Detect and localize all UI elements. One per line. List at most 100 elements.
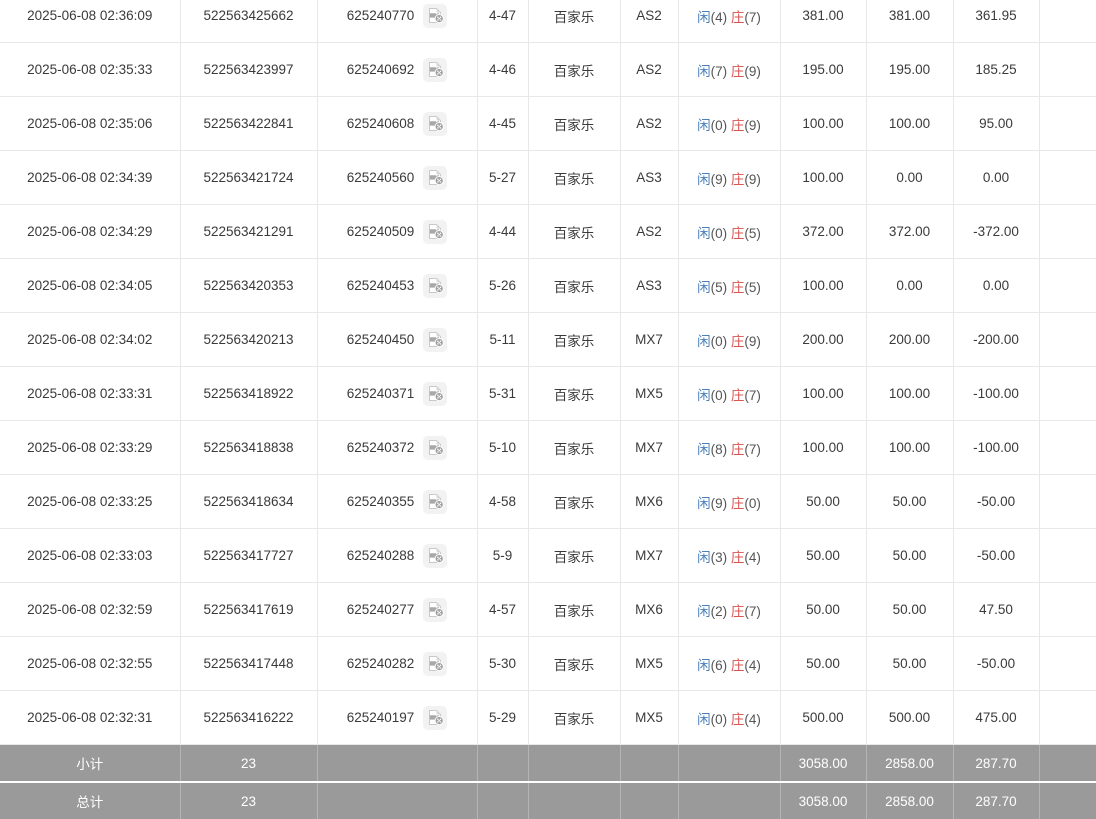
cell-game-name: 百家乐: [528, 474, 621, 529]
cell-extra: [1039, 204, 1096, 259]
cell-extra: [1039, 474, 1096, 529]
cell-game-name: 百家乐: [528, 582, 621, 637]
round-number-text: 625240560: [346, 170, 415, 185]
cell-game-name: 百家乐: [528, 312, 621, 367]
cell-round-number: 625240277: [317, 582, 478, 637]
replay-video-icon[interactable]: [423, 165, 448, 190]
result-banker-label: 庄: [730, 117, 745, 133]
table-row: 2025-06-08 02:32:31 522563416222 625240197…: [0, 690, 1096, 745]
cell-round-number: 625240453: [317, 258, 478, 313]
cell-valid-bet: 195.00: [866, 42, 954, 97]
cell-venue-code: AS3: [620, 150, 679, 205]
cell-game-result: 闲(3) 庄(4): [678, 528, 781, 583]
cell-bet-time: 2025-06-08 02:34:39: [0, 150, 181, 205]
cell-win-loss: -372.00: [953, 204, 1040, 259]
cell-table-number: 4-46: [477, 42, 529, 97]
replay-video-icon[interactable]: [423, 57, 448, 82]
round-number-text: 625240453: [346, 278, 415, 293]
cell-table-number: 5-26: [477, 258, 529, 313]
cell-game-result: 闲(9) 庄(0): [678, 474, 781, 529]
cell-round-number: 625240282: [317, 636, 478, 691]
round-number-text: 625240288: [346, 548, 415, 563]
cell-bet-id: 522563425662: [180, 0, 318, 43]
cell-bet-time: 2025-06-08 02:33:31: [0, 366, 181, 421]
result-player-score: (2): [710, 603, 728, 619]
result-banker-score: (7): [744, 441, 761, 457]
cell-bet-amount: 50.00: [780, 474, 867, 529]
subtotal-table: [477, 744, 529, 783]
result-banker-label: 庄: [730, 9, 745, 25]
cell-valid-bet: 50.00: [866, 636, 954, 691]
round-number-text: 625240282: [346, 656, 415, 671]
replay-video-icon[interactable]: [423, 327, 448, 352]
result-banker-label: 庄: [730, 549, 745, 565]
cell-game-result: 闲(5) 庄(5): [678, 258, 781, 313]
cell-bet-time: 2025-06-08 02:32:55: [0, 636, 181, 691]
cell-round-number: 625240355: [317, 474, 478, 529]
cell-table-number: 4-44: [477, 204, 529, 259]
replay-video-icon[interactable]: [423, 705, 448, 730]
result-banker-label: 庄: [730, 333, 745, 349]
cell-bet-amount: 195.00: [780, 42, 867, 97]
result-banker-label: 庄: [730, 387, 745, 403]
result-player-score: (0): [710, 387, 728, 403]
cell-bet-amount: 100.00: [780, 150, 867, 205]
result-player-score: (0): [710, 117, 728, 133]
grandtotal-row: 总计 23 3058.00 2858.00 287.70: [0, 782, 1096, 819]
result-player-score: (7): [710, 63, 728, 79]
cell-table-number: 4-57: [477, 582, 529, 637]
table-row: 2025-06-08 02:33:31 522563418922 625240371…: [0, 366, 1096, 421]
cell-bet-time: 2025-06-08 02:34:05: [0, 258, 181, 313]
table-row: 2025-06-08 02:33:29 522563418838 625240372…: [0, 420, 1096, 475]
cell-table-number: 5-10: [477, 420, 529, 475]
result-banker-label: 庄: [730, 603, 745, 619]
cell-game-name: 百家乐: [528, 636, 621, 691]
cell-extra: [1039, 528, 1096, 583]
replay-video-icon[interactable]: [423, 3, 448, 28]
cell-bet-amount: 500.00: [780, 690, 867, 745]
replay-video-icon[interactable]: [423, 489, 448, 514]
result-banker-label: 庄: [730, 711, 745, 727]
result-player-label: 闲: [697, 117, 711, 133]
cell-valid-bet: 100.00: [866, 96, 954, 151]
cell-game-name: 百家乐: [528, 366, 621, 421]
result-player-score: (0): [710, 711, 728, 727]
grandtotal-round: [317, 782, 478, 819]
replay-video-icon[interactable]: [423, 273, 448, 298]
cell-bet-id: 522563421724: [180, 150, 318, 205]
cell-bet-amount: 100.00: [780, 96, 867, 151]
cell-bet-amount: 100.00: [780, 366, 867, 421]
subtotal-label: 小计: [0, 744, 181, 783]
cell-bet-time: 2025-06-08 02:33:25: [0, 474, 181, 529]
cell-round-number: 625240197: [317, 690, 478, 745]
cell-bet-amount: 50.00: [780, 582, 867, 637]
replay-video-icon[interactable]: [423, 111, 448, 136]
cell-valid-bet: 372.00: [866, 204, 954, 259]
cell-table-number: 5-11: [477, 312, 529, 367]
cell-game-result: 闲(9) 庄(9): [678, 150, 781, 205]
table-row: 2025-06-08 02:34:02 522563420213 625240450…: [0, 312, 1096, 367]
cell-valid-bet: 200.00: [866, 312, 954, 367]
replay-video-icon[interactable]: [423, 597, 448, 622]
result-player-label: 闲: [697, 9, 711, 25]
replay-video-icon[interactable]: [423, 381, 448, 406]
subtotal-round: [317, 744, 478, 783]
subtotal-valid: 2858.00: [866, 744, 954, 783]
replay-video-icon[interactable]: [423, 543, 448, 568]
replay-video-icon[interactable]: [423, 435, 448, 460]
replay-video-icon[interactable]: [423, 651, 448, 676]
result-player-label: 闲: [697, 549, 711, 565]
cell-venue-code: MX5: [620, 690, 679, 745]
cell-game-name: 百家乐: [528, 420, 621, 475]
replay-video-icon[interactable]: [423, 219, 448, 244]
cell-bet-time: 2025-06-08 02:33:29: [0, 420, 181, 475]
cell-bet-time: 2025-06-08 02:33:03: [0, 528, 181, 583]
result-banker-score: (4): [744, 711, 761, 727]
result-banker-score: (9): [744, 333, 761, 349]
cell-game-name: 百家乐: [528, 258, 621, 313]
round-number-text: 625240450: [346, 332, 415, 347]
result-player-score: (9): [710, 171, 728, 187]
grandtotal-count: 23: [180, 782, 318, 819]
round-number-text: 625240197: [346, 710, 415, 725]
cell-bet-time: 2025-06-08 02:36:09: [0, 0, 181, 43]
